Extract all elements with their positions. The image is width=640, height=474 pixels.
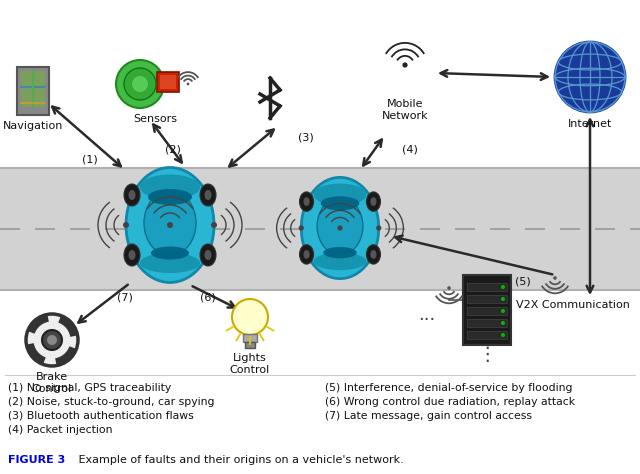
Bar <box>0 168 640 290</box>
Circle shape <box>123 222 129 228</box>
Ellipse shape <box>148 189 192 205</box>
Text: Brake
Control: Brake Control <box>32 372 72 393</box>
Ellipse shape <box>129 250 136 260</box>
Ellipse shape <box>314 183 367 206</box>
Circle shape <box>132 76 148 92</box>
Text: ⋮: ⋮ <box>477 346 497 365</box>
Text: Sensors: Sensors <box>133 114 177 124</box>
Bar <box>467 283 507 291</box>
Circle shape <box>232 299 268 335</box>
Text: (5) Interference, denial-of-service by flooding: (5) Interference, denial-of-service by f… <box>325 383 573 393</box>
Text: (2): (2) <box>165 145 181 155</box>
Text: (3): (3) <box>298 132 314 142</box>
Text: (6) Wrong control due radiation, replay attack: (6) Wrong control due radiation, replay … <box>325 397 575 407</box>
Circle shape <box>501 321 505 325</box>
Ellipse shape <box>300 192 314 211</box>
Ellipse shape <box>323 247 356 258</box>
Circle shape <box>553 276 557 280</box>
Text: ···: ··· <box>419 311 436 329</box>
Circle shape <box>555 42 625 112</box>
Circle shape <box>167 222 173 228</box>
Circle shape <box>42 330 62 350</box>
Circle shape <box>116 60 164 108</box>
Circle shape <box>187 82 189 85</box>
Ellipse shape <box>303 250 310 259</box>
Text: (7): (7) <box>117 292 133 302</box>
Ellipse shape <box>301 177 379 279</box>
Ellipse shape <box>300 245 314 264</box>
Ellipse shape <box>129 190 136 200</box>
Bar <box>245 342 255 348</box>
Bar <box>160 75 176 89</box>
Ellipse shape <box>303 197 310 206</box>
Text: (1) No signal, GPS traceability: (1) No signal, GPS traceability <box>8 383 172 393</box>
Text: Mobile
Network: Mobile Network <box>381 99 428 120</box>
Circle shape <box>26 314 78 366</box>
Circle shape <box>47 335 57 345</box>
Circle shape <box>501 309 505 313</box>
Bar <box>21 71 45 107</box>
Ellipse shape <box>144 191 196 255</box>
Ellipse shape <box>200 244 216 266</box>
Ellipse shape <box>371 250 376 259</box>
Ellipse shape <box>124 244 140 266</box>
Ellipse shape <box>321 196 360 210</box>
Circle shape <box>403 63 408 68</box>
Circle shape <box>337 225 342 231</box>
Circle shape <box>299 225 304 231</box>
Text: V2X Communication: V2X Communication <box>516 300 630 310</box>
Bar <box>467 295 507 303</box>
Circle shape <box>501 297 505 301</box>
Ellipse shape <box>205 250 211 260</box>
Ellipse shape <box>200 184 216 206</box>
Circle shape <box>501 285 505 289</box>
Text: Example of faults and their origins on a vehicle's network.: Example of faults and their origins on a… <box>68 455 404 465</box>
Bar <box>157 72 179 92</box>
Circle shape <box>447 286 451 290</box>
Text: (2) Noise, stuck-to-ground, car spying: (2) Noise, stuck-to-ground, car spying <box>8 397 214 407</box>
Text: (6): (6) <box>200 292 216 302</box>
Bar <box>467 307 507 315</box>
Ellipse shape <box>366 245 380 264</box>
Bar <box>243 334 257 342</box>
Ellipse shape <box>124 184 140 206</box>
Circle shape <box>211 222 217 228</box>
Text: (5): (5) <box>515 277 531 287</box>
Text: (4) Packet injection: (4) Packet injection <box>8 425 113 435</box>
Text: (3) Bluetooth authentication flaws: (3) Bluetooth authentication flaws <box>8 411 194 421</box>
Ellipse shape <box>317 198 363 255</box>
Ellipse shape <box>314 253 367 270</box>
Text: Navigation: Navigation <box>3 121 63 131</box>
Text: Internet: Internet <box>568 119 612 129</box>
Text: Lights
Control: Lights Control <box>230 353 270 374</box>
Ellipse shape <box>371 197 376 206</box>
Text: (4): (4) <box>402 144 418 154</box>
Circle shape <box>501 333 505 337</box>
Text: (7) Late message, gain control access: (7) Late message, gain control access <box>325 411 532 421</box>
Bar <box>467 319 507 327</box>
Bar <box>467 331 507 339</box>
Text: FIGURE 3: FIGURE 3 <box>8 455 65 465</box>
Ellipse shape <box>140 174 200 200</box>
Bar <box>17 67 49 115</box>
Ellipse shape <box>126 167 214 283</box>
Ellipse shape <box>205 190 211 200</box>
Circle shape <box>124 68 156 100</box>
Ellipse shape <box>366 192 380 211</box>
Circle shape <box>376 225 381 231</box>
Ellipse shape <box>151 246 189 259</box>
Ellipse shape <box>140 253 200 273</box>
Bar <box>463 275 511 345</box>
Text: (1): (1) <box>82 154 98 164</box>
